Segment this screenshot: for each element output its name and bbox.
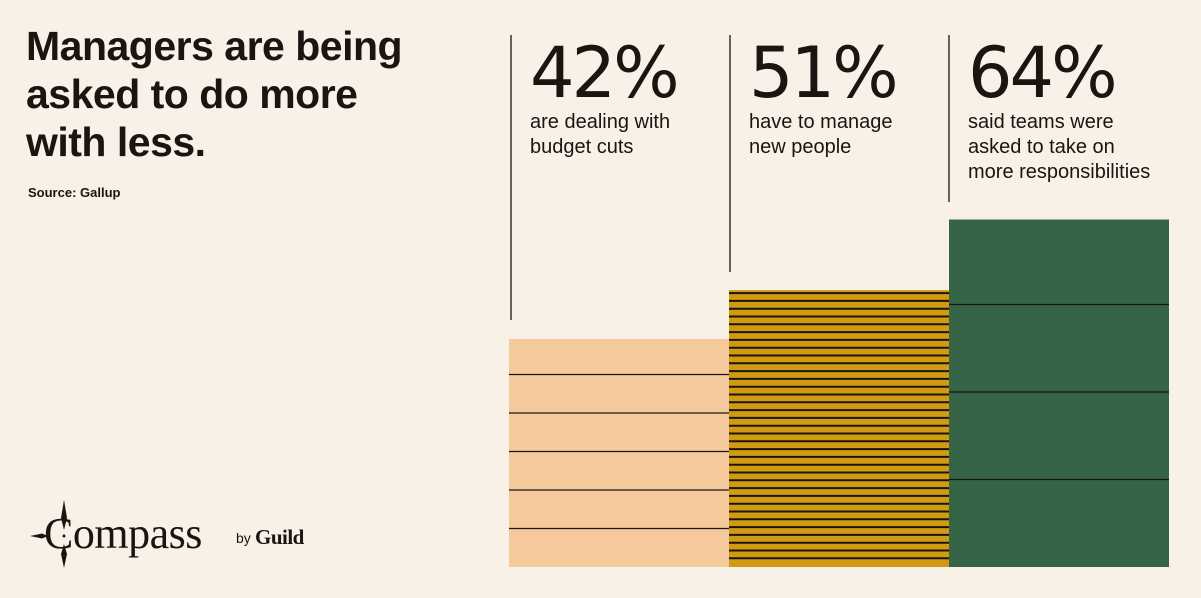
logo-by: by	[236, 530, 251, 546]
stat-value-2: 51%	[749, 32, 896, 114]
logo-wordmark: Compass	[44, 509, 202, 558]
bar-1	[509, 338, 729, 567]
stat-label-2-line-2: new people	[749, 136, 851, 158]
compass-star-icon	[30, 500, 67, 568]
stat-value-3: 64%	[968, 32, 1115, 114]
bar-2	[729, 290, 949, 567]
stat-label-3-line-2: asked to take on	[968, 136, 1115, 158]
bar-3	[949, 219, 1169, 567]
stat-label-1-line-1: are dealing with	[530, 111, 670, 133]
stat-label-1-line-2: budget cuts	[530, 136, 633, 158]
stat-label-3-line-1: said teams were	[968, 111, 1114, 133]
compass-logo: Compass by Guild	[30, 498, 310, 573]
stat-label-3-line-3: more responsibilities	[968, 161, 1150, 183]
stat-label-2-line-1: have to manage	[749, 111, 892, 133]
logo-brand: Guild	[255, 525, 304, 549]
source-note: Source: Gallup	[28, 185, 121, 200]
headline: Managers are being asked to do more with…	[26, 23, 403, 165]
stat-value-1: 42%	[530, 32, 677, 114]
